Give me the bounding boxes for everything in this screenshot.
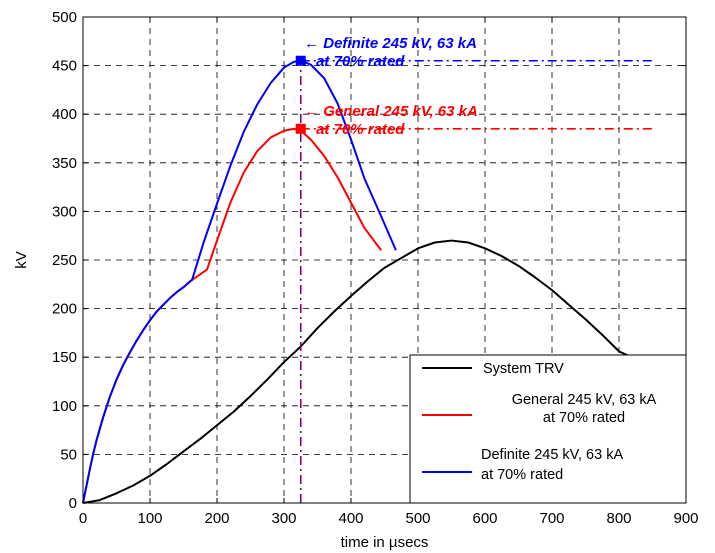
legend-label-1-line-0: General 245 kV, 63 kA [512,392,657,408]
legend-box [409,354,687,504]
y-axis-label: kV [13,251,30,269]
axis-ticks: 0 100 200 300 400 500 600 700 800 900 0 50 100 150 200… [52,9,699,527]
annotation-1-line-1: at 70% rated [316,121,405,138]
legend: System TRV General 245 kV, 63 kA at 70% ra… [409,354,687,504]
y-tick-label: 100 [52,398,77,415]
x-tick-label: 900 [673,510,698,527]
annotation-1-line-0: ← General 245 kV, 63 kA [304,103,478,120]
y-tick-label: 150 [52,349,77,366]
y-tick-label: 250 [52,252,77,269]
x-tick-label: 300 [271,510,296,527]
y-tick-label: 200 [52,301,77,318]
y-tick-label: 50 [60,446,77,463]
peak-marker-0 [295,55,306,66]
annotation-0-line-0: ← Definite 245 kV, 63 kA [304,35,477,52]
series-line-2 [82,59,397,504]
y-tick-label: 350 [52,155,77,172]
y-tick-label: 300 [52,203,77,220]
annotation-0-line-1: at 70% rated [316,53,405,70]
y-tick-label: 500 [52,9,77,26]
y-tick-label: 0 [69,495,77,512]
x-tick-label: 100 [137,510,162,527]
x-tick-label: 200 [204,510,229,527]
reference-lines [299,59,653,503]
legend-label-0-line-0: System TRV [483,361,564,377]
x-tick-label: 400 [338,510,363,527]
x-tick-label: 500 [405,510,430,527]
peak-marker-1 [295,123,306,134]
legend-label-2-line-1: at 70% rated [481,467,563,483]
x-tick-label: 800 [606,510,631,527]
series-line-0 [82,239,653,504]
x-axis-label: time in µsecs [341,534,429,551]
y-tick-label: 450 [52,58,77,75]
x-tick-label: 700 [539,510,564,527]
y-tick-label: 400 [52,106,77,123]
legend-label-2-line-0: Definite 245 kV, 63 kA [481,447,623,463]
x-tick-label: 600 [472,510,497,527]
grid-lines [83,17,686,503]
x-tick-label: 0 [79,510,87,527]
legend-label-1-line-1: at 70% rated [543,410,625,426]
peak-markers [295,55,306,134]
